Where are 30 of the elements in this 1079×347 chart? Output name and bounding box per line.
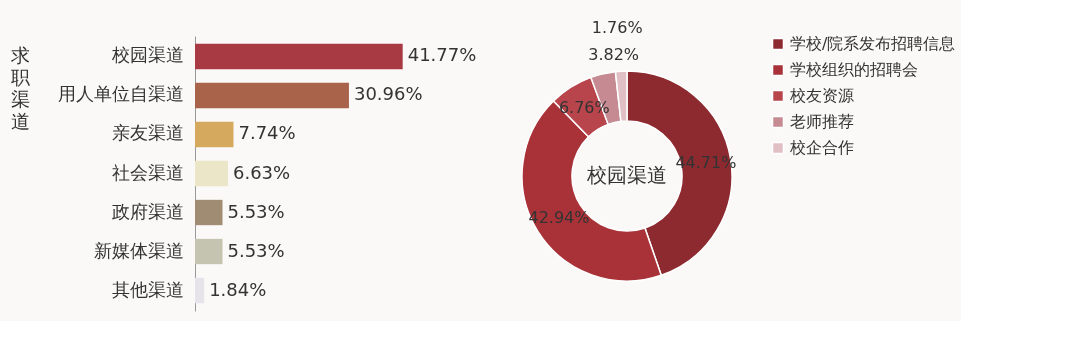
legend-label: 校企合作: [789, 138, 854, 157]
data-label: 41.77%: [407, 44, 477, 66]
legend-label: 学校组织的招聘会: [790, 60, 918, 79]
data-label: 1.76%: [591, 18, 643, 38]
bar: [195, 82, 349, 109]
bar: [195, 277, 205, 304]
data-label: 3.82%: [588, 44, 640, 64]
y-axis-title: 求职渠道: [10, 43, 30, 132]
data-label: 6.63%: [232, 161, 291, 183]
y-tick-label: 社会渠道: [111, 161, 184, 183]
y-tick-label: 校园渠道: [110, 44, 184, 66]
bar: [195, 121, 234, 148]
data-label: 30.96%: [353, 83, 423, 105]
y-tick-label: 政府渠道: [111, 200, 184, 222]
bar: [195, 199, 223, 226]
data-label: 1.84%: [209, 278, 267, 300]
data-label: 5.53%: [227, 200, 285, 222]
data-label: 5.53%: [227, 239, 285, 261]
data-label: 7.74%: [238, 122, 296, 144]
y-tick-label: 亲友渠道: [111, 122, 184, 144]
legend-label: 校友资源: [789, 86, 854, 105]
bar: [195, 238, 223, 265]
y-tick-label: 新媒体渠道: [93, 239, 184, 261]
bar: [195, 43, 403, 70]
legend-label: 老师推荐: [790, 112, 854, 131]
bar: [195, 160, 228, 187]
legend-label: 学校/院系发布招聘信息: [790, 34, 956, 53]
text: 校园渠道: [586, 163, 667, 187]
y-tick-label: 用人单位自渠道: [57, 83, 184, 105]
y-tick-label: 其他渠道: [111, 278, 184, 300]
